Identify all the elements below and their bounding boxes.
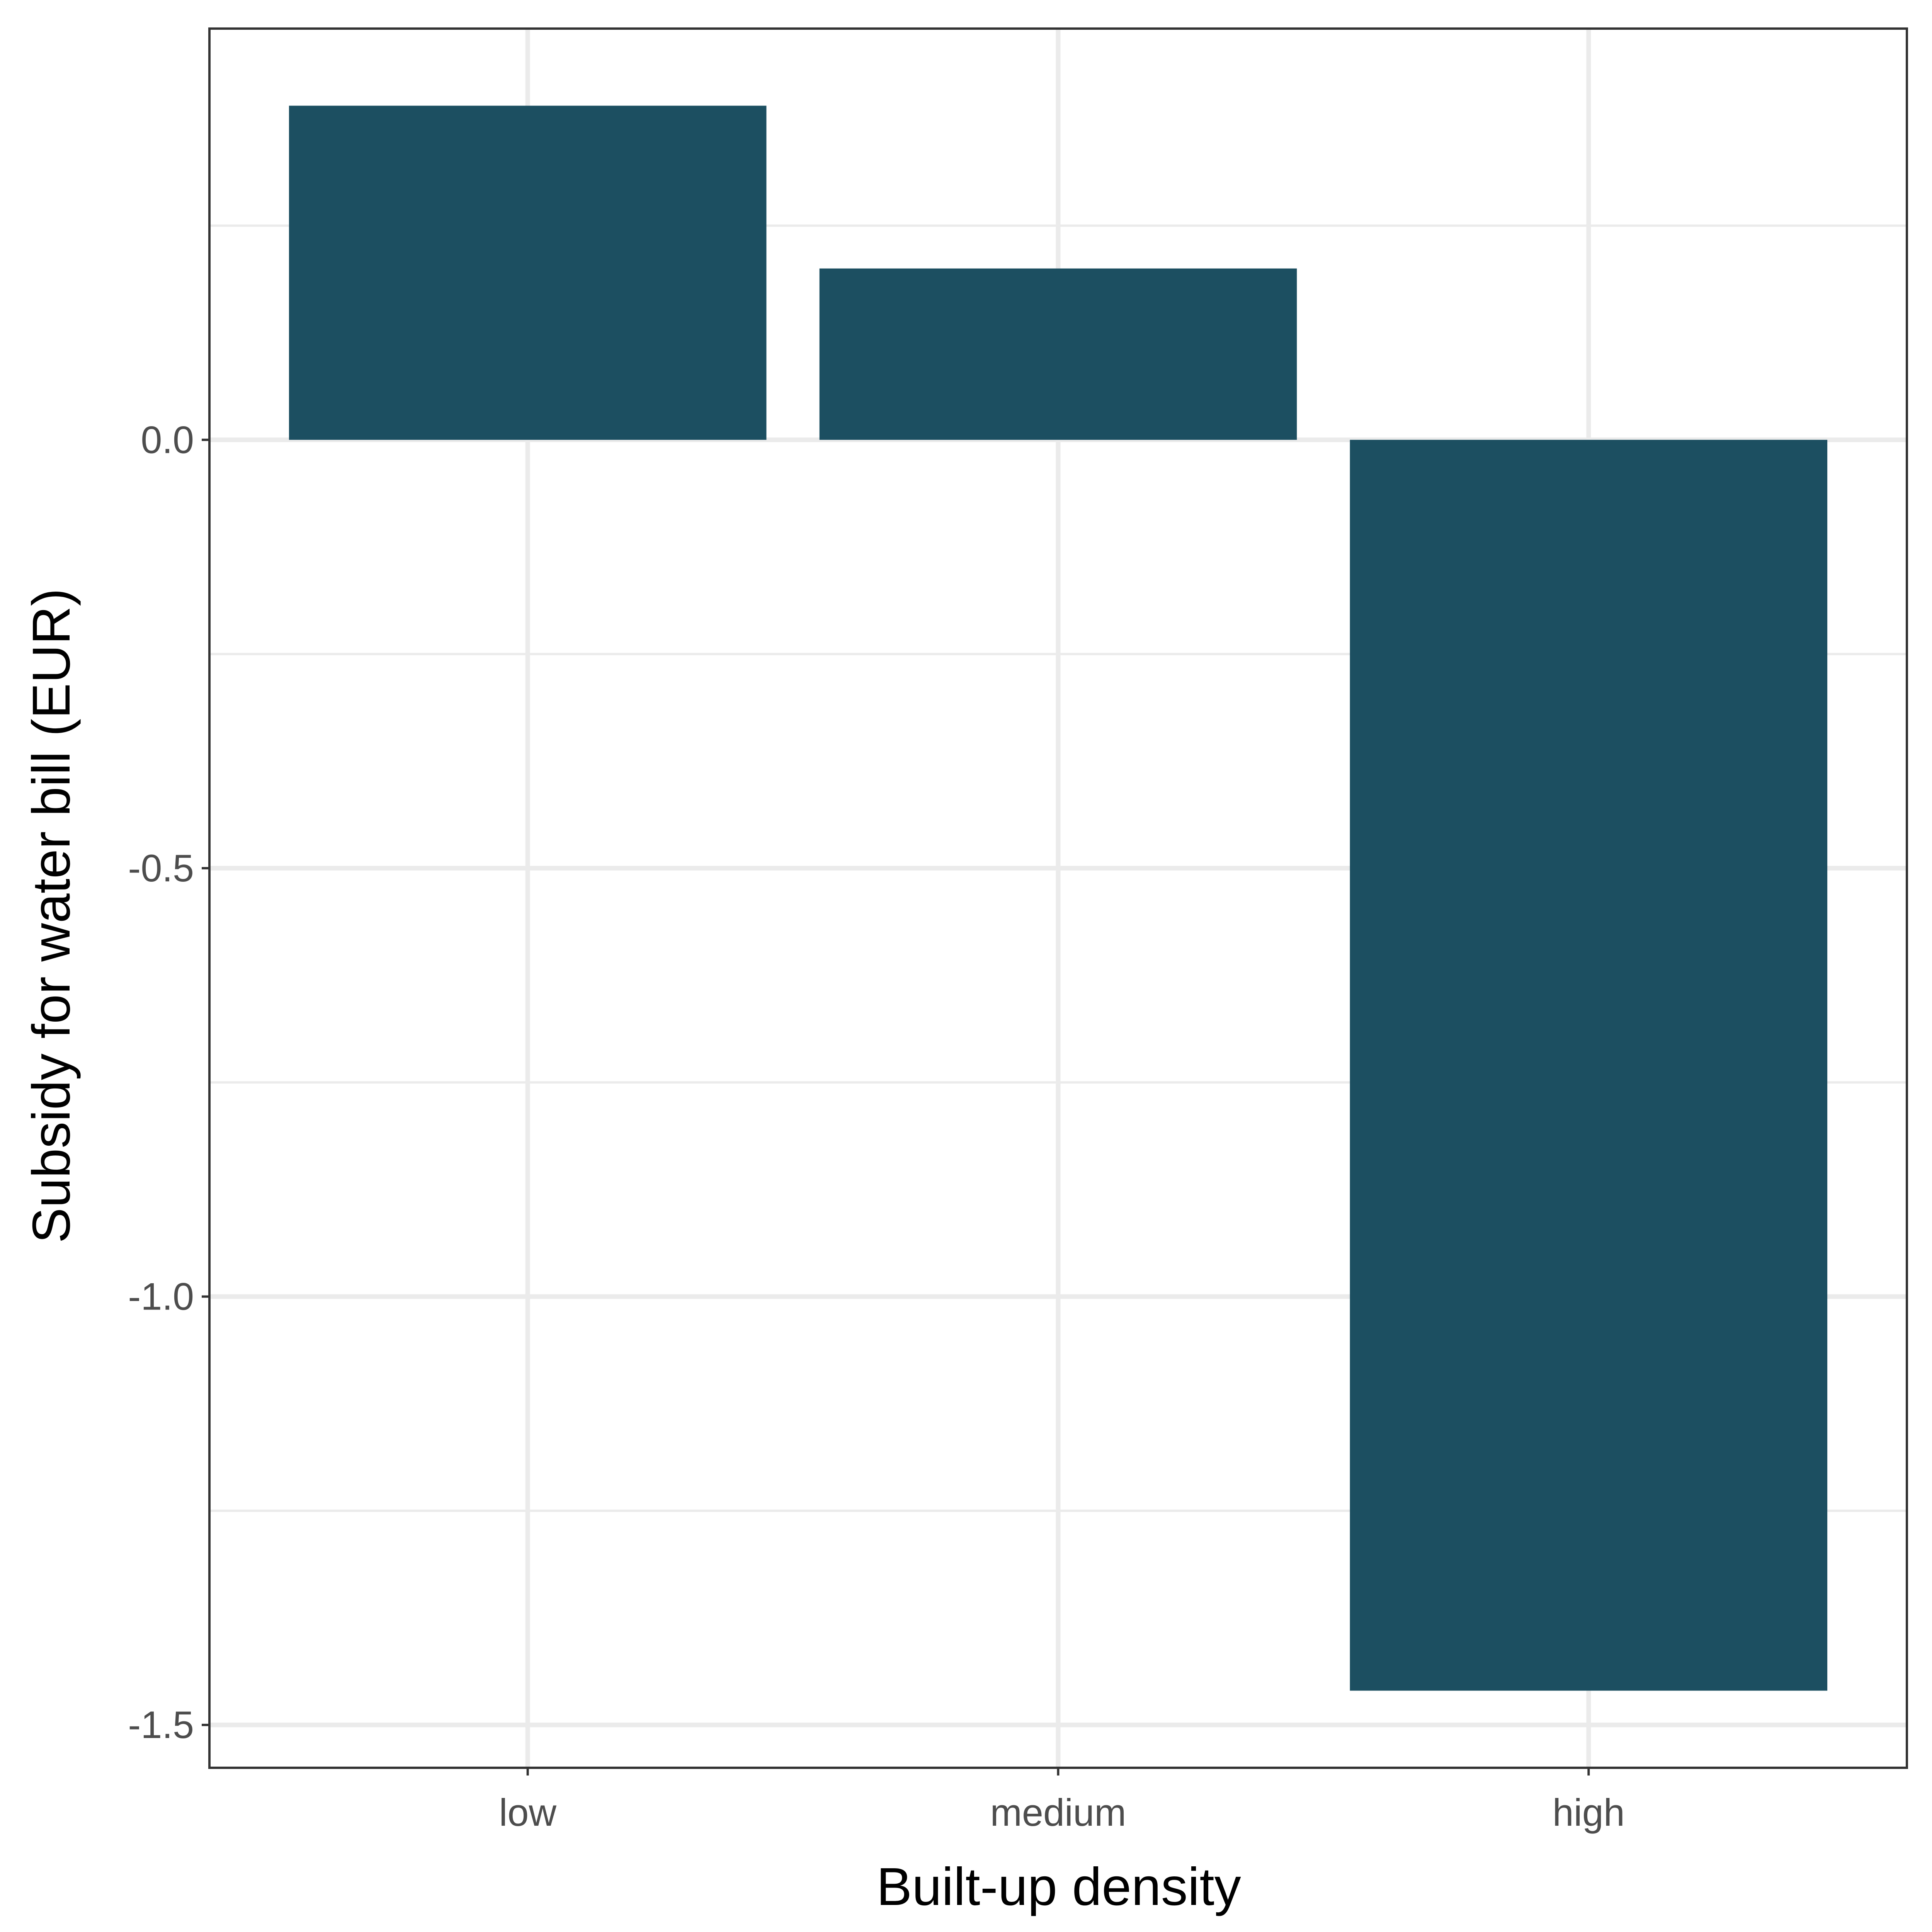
y-tick-label: -1.0 (128, 1275, 194, 1318)
y-tick-label: -1.5 (128, 1703, 194, 1746)
bar-medium (819, 268, 1297, 440)
x-axis-title: Built-up density (876, 1857, 1241, 1917)
y-tick-label: 0.0 (141, 418, 194, 461)
plot-panel: 0.0 -0.5 -1.0 -1.5 low medium high (128, 27, 1908, 1834)
bar-low (289, 105, 767, 440)
x-tick-label-medium: medium (990, 1791, 1126, 1834)
bar-high (1350, 440, 1828, 1691)
y-axis-title: Subsidy for water bill (EUR) (22, 588, 81, 1243)
x-tick-label-low: low (499, 1791, 556, 1834)
x-tick-label-high: high (1553, 1791, 1625, 1834)
y-tick-label: -0.5 (128, 847, 194, 889)
